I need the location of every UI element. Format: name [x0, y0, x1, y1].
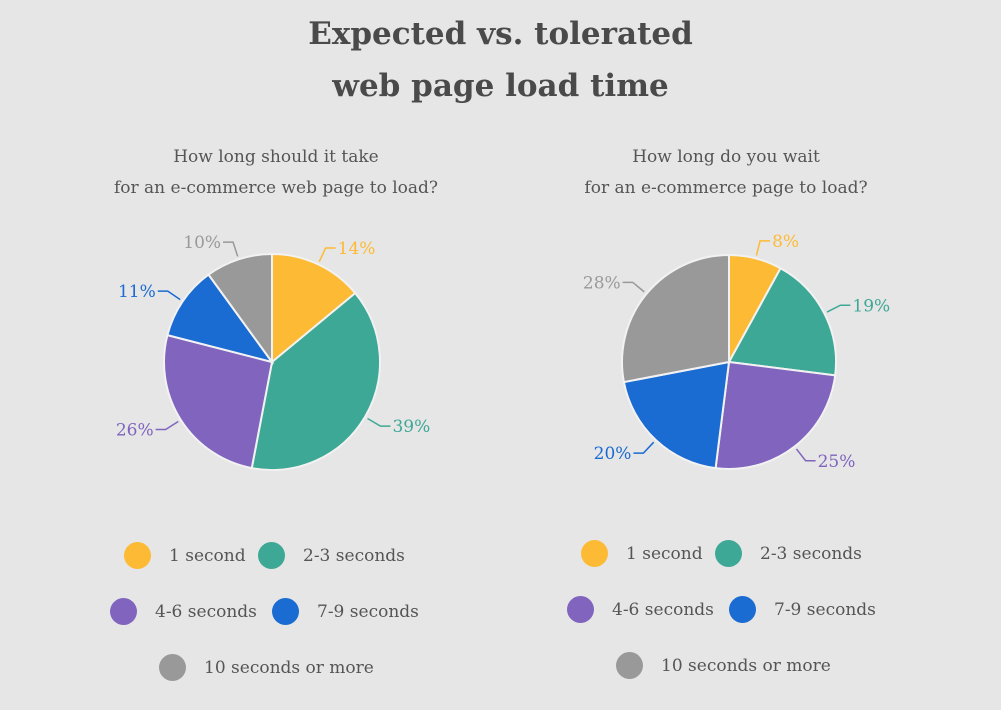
pie-0-label-3: 11% [118, 282, 156, 302]
legend-label: 2-3 seconds [760, 543, 862, 564]
left-subtitle-line-1: How long should it take [173, 147, 379, 167]
pie-0-label-2: 26% [116, 421, 154, 441]
legend-0-item-1: 2-3 seconds [258, 542, 405, 569]
legend-swatch-icon [124, 542, 151, 569]
pie-1-leader-2 [795, 448, 816, 462]
pie-0-label-1: 39% [392, 417, 430, 437]
pie-1-label-3: 20% [594, 444, 632, 464]
legend-1-item-1: 2-3 seconds [715, 540, 862, 567]
title-line-2: web page load time [332, 68, 669, 104]
legend-label: 4-6 seconds [612, 599, 714, 620]
pie-1-leader-1 [826, 304, 851, 313]
legend-0-item-4: 10 seconds or more [159, 654, 374, 681]
legend-swatch-icon [110, 598, 137, 625]
pie-0-label-4: 10% [183, 233, 221, 253]
legend-label: 1 second [626, 543, 703, 564]
pie-0-leader-1 [367, 417, 391, 427]
legend-1-item-3: 7-9 seconds [729, 596, 876, 623]
pie-1-slice-4 [621, 253, 730, 384]
legend-swatch-icon [715, 540, 742, 567]
legend-label: 2-3 seconds [303, 545, 405, 566]
pie-1-slice-2 [714, 360, 837, 470]
pie-0-leader-4 [223, 241, 239, 257]
pie-1-label-4: 28% [583, 273, 621, 293]
legend-swatch-icon [581, 540, 608, 567]
pie-1-label-1: 19% [852, 296, 890, 316]
right-subtitle-line-2: for an e-commerce page to load? [584, 178, 868, 198]
legend-swatch-icon [616, 652, 643, 679]
pie-1-slice-1 [727, 266, 837, 377]
legend-label: 10 seconds or more [204, 657, 374, 678]
legend-swatch-icon [159, 654, 186, 681]
pie-0-leader-0 [318, 247, 336, 262]
pie-0-leader-2 [155, 420, 179, 431]
legend-1-item-4: 10 seconds or more [616, 652, 831, 679]
legend-1-item-0: 1 second [581, 540, 703, 567]
left-subtitle-line-2: for an e-commerce web page to load? [113, 178, 439, 198]
pie-0-slice-0 [271, 252, 357, 365]
legend-label: 4-6 seconds [155, 601, 257, 622]
pie-1-label-0: 8% [772, 232, 799, 252]
legend-0-item-2: 4-6 seconds [110, 598, 257, 625]
legend-label: 1 second [169, 545, 246, 566]
legend-swatch-icon [729, 596, 756, 623]
legend-label: 7-9 seconds [774, 599, 876, 620]
pie-0-slice-1 [250, 291, 381, 471]
pie-1-label-2: 25% [818, 452, 856, 472]
legend-swatch-icon [258, 542, 285, 569]
pie-0-slice-4 [207, 252, 273, 366]
pie-0-slice-3 [166, 273, 275, 364]
title-line-1: Expected vs. tolerated [308, 16, 693, 52]
legend-label: 10 seconds or more [661, 655, 831, 676]
right-subtitle-line-1: How long do you wait [632, 147, 820, 167]
legend-0-item-3: 7-9 seconds [272, 598, 419, 625]
pie-1-slice-3 [622, 360, 731, 470]
legend-label: 7-9 seconds [317, 601, 419, 622]
pie-1-leader-3 [633, 441, 655, 454]
right-subtitle: How long do you wait for an e-commerce p… [496, 142, 956, 204]
pie-1-leader-0 [755, 240, 771, 256]
pie-1-leader-4 [622, 281, 645, 293]
legend-0-item-0: 1 second [124, 542, 246, 569]
legend-swatch-icon [272, 598, 299, 625]
pie-0-label-0: 14% [338, 239, 376, 259]
pie-0-leader-3 [157, 290, 181, 301]
left-subtitle: How long should it take for an e-commerc… [46, 142, 506, 204]
legend-swatch-icon [567, 596, 594, 623]
pie-0-slice-2 [163, 333, 274, 470]
legend-1-item-2: 4-6 seconds [567, 596, 714, 623]
